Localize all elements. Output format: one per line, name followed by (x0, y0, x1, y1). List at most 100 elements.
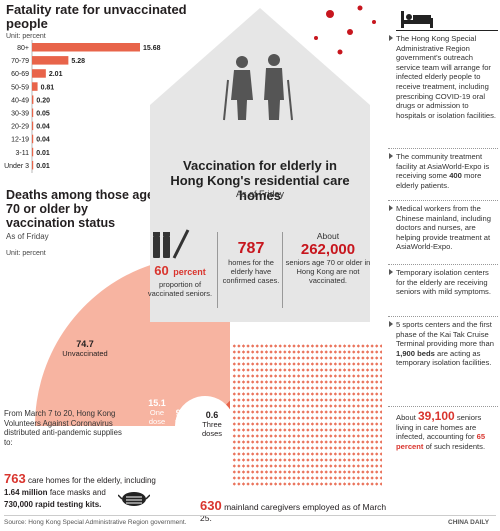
stat-vaccinated: 60 percent proportion of vaccinated seni… (144, 262, 216, 298)
ring-segment-one-dose (226, 400, 230, 410)
one-dose-label: 15.1 One dose (140, 399, 174, 427)
bar-value-label: 2.01 (49, 71, 63, 78)
bar-value-label: 0.04 (36, 124, 50, 131)
stat-unvaccinated-number: 262,000 (300, 241, 356, 258)
side-divider (388, 406, 498, 407)
house-shape (150, 5, 376, 322)
deaths-asof: As of Friday (6, 232, 49, 241)
side-item-sports-centers-text-b: are acting as temporary isolation facili… (396, 348, 492, 368)
stat-unvaccinated: About 262,000 seniors age 70 or older in… (284, 231, 372, 286)
stat-divider-2 (282, 232, 283, 308)
three-doses-text: Three doses (201, 420, 222, 438)
two-doses-text: Two doses (172, 418, 193, 436)
bar-category-label: 50-59 (11, 84, 29, 91)
two-doses-value: 9.6 (175, 408, 189, 418)
bar-value-label: 0.01 (36, 163, 50, 170)
stat-homes-desc: homes for the elderly have confirmed cas… (222, 258, 280, 285)
side-item-infected-number: 39,100 (417, 409, 455, 423)
supplies-kits: 730,000 rapid testing kits. (4, 500, 102, 509)
bar-category-label: 60-69 (11, 71, 29, 78)
footer-rule (4, 515, 496, 516)
fatality-chart-title: Fatality rate for unvaccinated people (6, 2, 187, 31)
one-dose-text: One dose (148, 408, 166, 426)
stat-homes-number: 787 (237, 240, 265, 257)
caregivers-text: mainland caregivers employed as of March… (200, 502, 387, 523)
unvaccinated-text: Unvaccinated (62, 349, 108, 358)
side-item-infected-pre: About (396, 413, 416, 422)
bar-category-label: Under 3 (4, 163, 29, 170)
bar-value-label: 0.20 (36, 97, 50, 104)
supplies-number: 763 (4, 471, 26, 486)
bullet-icon (389, 205, 393, 211)
supplies-intro: From March 7 to 20, Hong Kong Volunteers… (4, 409, 122, 447)
caregivers-number: 630 (200, 498, 222, 513)
side-item-infected-text-a: seniors living in care homes are infecte… (396, 413, 482, 442)
bar-12-19 (32, 134, 34, 144)
unvaccinated-label: 74.7 Unvaccinated (50, 339, 120, 359)
side-item-sports-centers-number: 1,900 beds (396, 348, 435, 358)
stat-vaccinated-unit: percent (173, 267, 206, 277)
deaths-unit: Unit: percent (6, 250, 46, 257)
vaccine-vial-icon (153, 229, 190, 259)
supplies-masks-number: 1.64 million (4, 488, 48, 497)
supplies-masks-text: face masks and (49, 488, 106, 497)
side-item-isolation: Temporary isolation centers for the elde… (389, 268, 498, 297)
bar-value-label: 15.68 (143, 45, 161, 52)
bar-value-label: 0.04 (36, 137, 50, 144)
stat-unvaccinated-pre: About (316, 231, 340, 241)
side-divider (388, 200, 498, 201)
top-divider (396, 30, 498, 31)
stat-unvaccinated-desc: seniors age 70 or older in Hong Kong are… (285, 258, 371, 285)
side-divider (388, 264, 498, 265)
side-item-asiaworld-text-a: The community treatment facility at Asia… (396, 152, 490, 181)
two-doses-label: 9.6 Two doses (168, 408, 196, 437)
bar-3-11 (32, 147, 34, 157)
side-item-infected-percent: 65 percent (396, 432, 486, 451)
bar-80+ (32, 43, 140, 52)
supplies-block: 763 care homes for the elderly, includin… (4, 471, 204, 511)
bullet-icon (389, 153, 393, 159)
bar-category-label: 20-29 (11, 124, 29, 131)
bar-60-69 (32, 69, 46, 78)
bar-value-label: 0.05 (36, 111, 50, 118)
stat-vaccinated-number: 60 (154, 263, 169, 278)
bar-70-79 (32, 56, 69, 65)
fatality-bar-chart: 80+ 15.68 70-79 5.28 60-69 2.01 50-59 0.81 40-49… (4, 40, 161, 173)
bar-30-39 (32, 108, 34, 117)
hospital-bed-icon (401, 11, 433, 28)
bullet-icon (389, 35, 393, 41)
deaths-chart-title: Deaths among those age 70 or older by va… (6, 188, 154, 230)
bar-value-label: 0.01 (36, 150, 50, 157)
bar-category-label: 40-49 (11, 97, 29, 104)
credit: CHINA DAILY (448, 519, 490, 526)
side-divider (388, 316, 498, 317)
bar-category-label: 80+ (17, 45, 29, 52)
face-mask-icon (118, 492, 150, 506)
bar-category-label: 3-11 (16, 150, 30, 157)
house-asof: As of Friday (235, 189, 284, 199)
bar-50-59 (32, 82, 38, 91)
side-item-medical-workers-text: Medical workers from the Chinese mainlan… (396, 204, 491, 252)
side-item-infected-text-b: of such residents. (425, 441, 486, 451)
side-item-medical-workers: Medical workers from the Chinese mainlan… (389, 204, 498, 252)
bar-value-label: 0.81 (41, 84, 55, 91)
stat-homes: 787 homes for the elderly have confirmed… (222, 240, 280, 285)
bar-category-label: 12-19 (11, 137, 29, 144)
side-item-asiaworld-text-b: more elderly patients. (396, 171, 482, 190)
unvaccinated-value: 74.7 (76, 339, 94, 349)
caregivers-pictogram (232, 343, 382, 488)
side-item-infected: About 39,100 seniors living in care home… (396, 409, 498, 451)
side-item-outreach: The Hong Kong Special Administrative Reg… (389, 34, 498, 120)
side-item-sports-centers: 5 sports centers and the first phase of … (389, 320, 498, 368)
side-divider (388, 148, 498, 149)
bullet-icon (389, 321, 393, 327)
bar-20-29 (32, 121, 34, 131)
bar-category-label: 30-39 (11, 111, 29, 118)
side-item-isolation-text: Temporary isolation centers for the elde… (396, 268, 491, 297)
three-doses-value: 0.6 (205, 410, 219, 420)
bar-Under 3 (32, 160, 34, 170)
side-item-sports-centers-text-a: 5 sports centers and the first phase of … (396, 320, 494, 349)
source-note: Source: Hong Kong Special Administrative… (4, 519, 187, 526)
bullet-icon (389, 269, 393, 275)
three-doses-label: 0.6 Three doses (198, 410, 226, 439)
